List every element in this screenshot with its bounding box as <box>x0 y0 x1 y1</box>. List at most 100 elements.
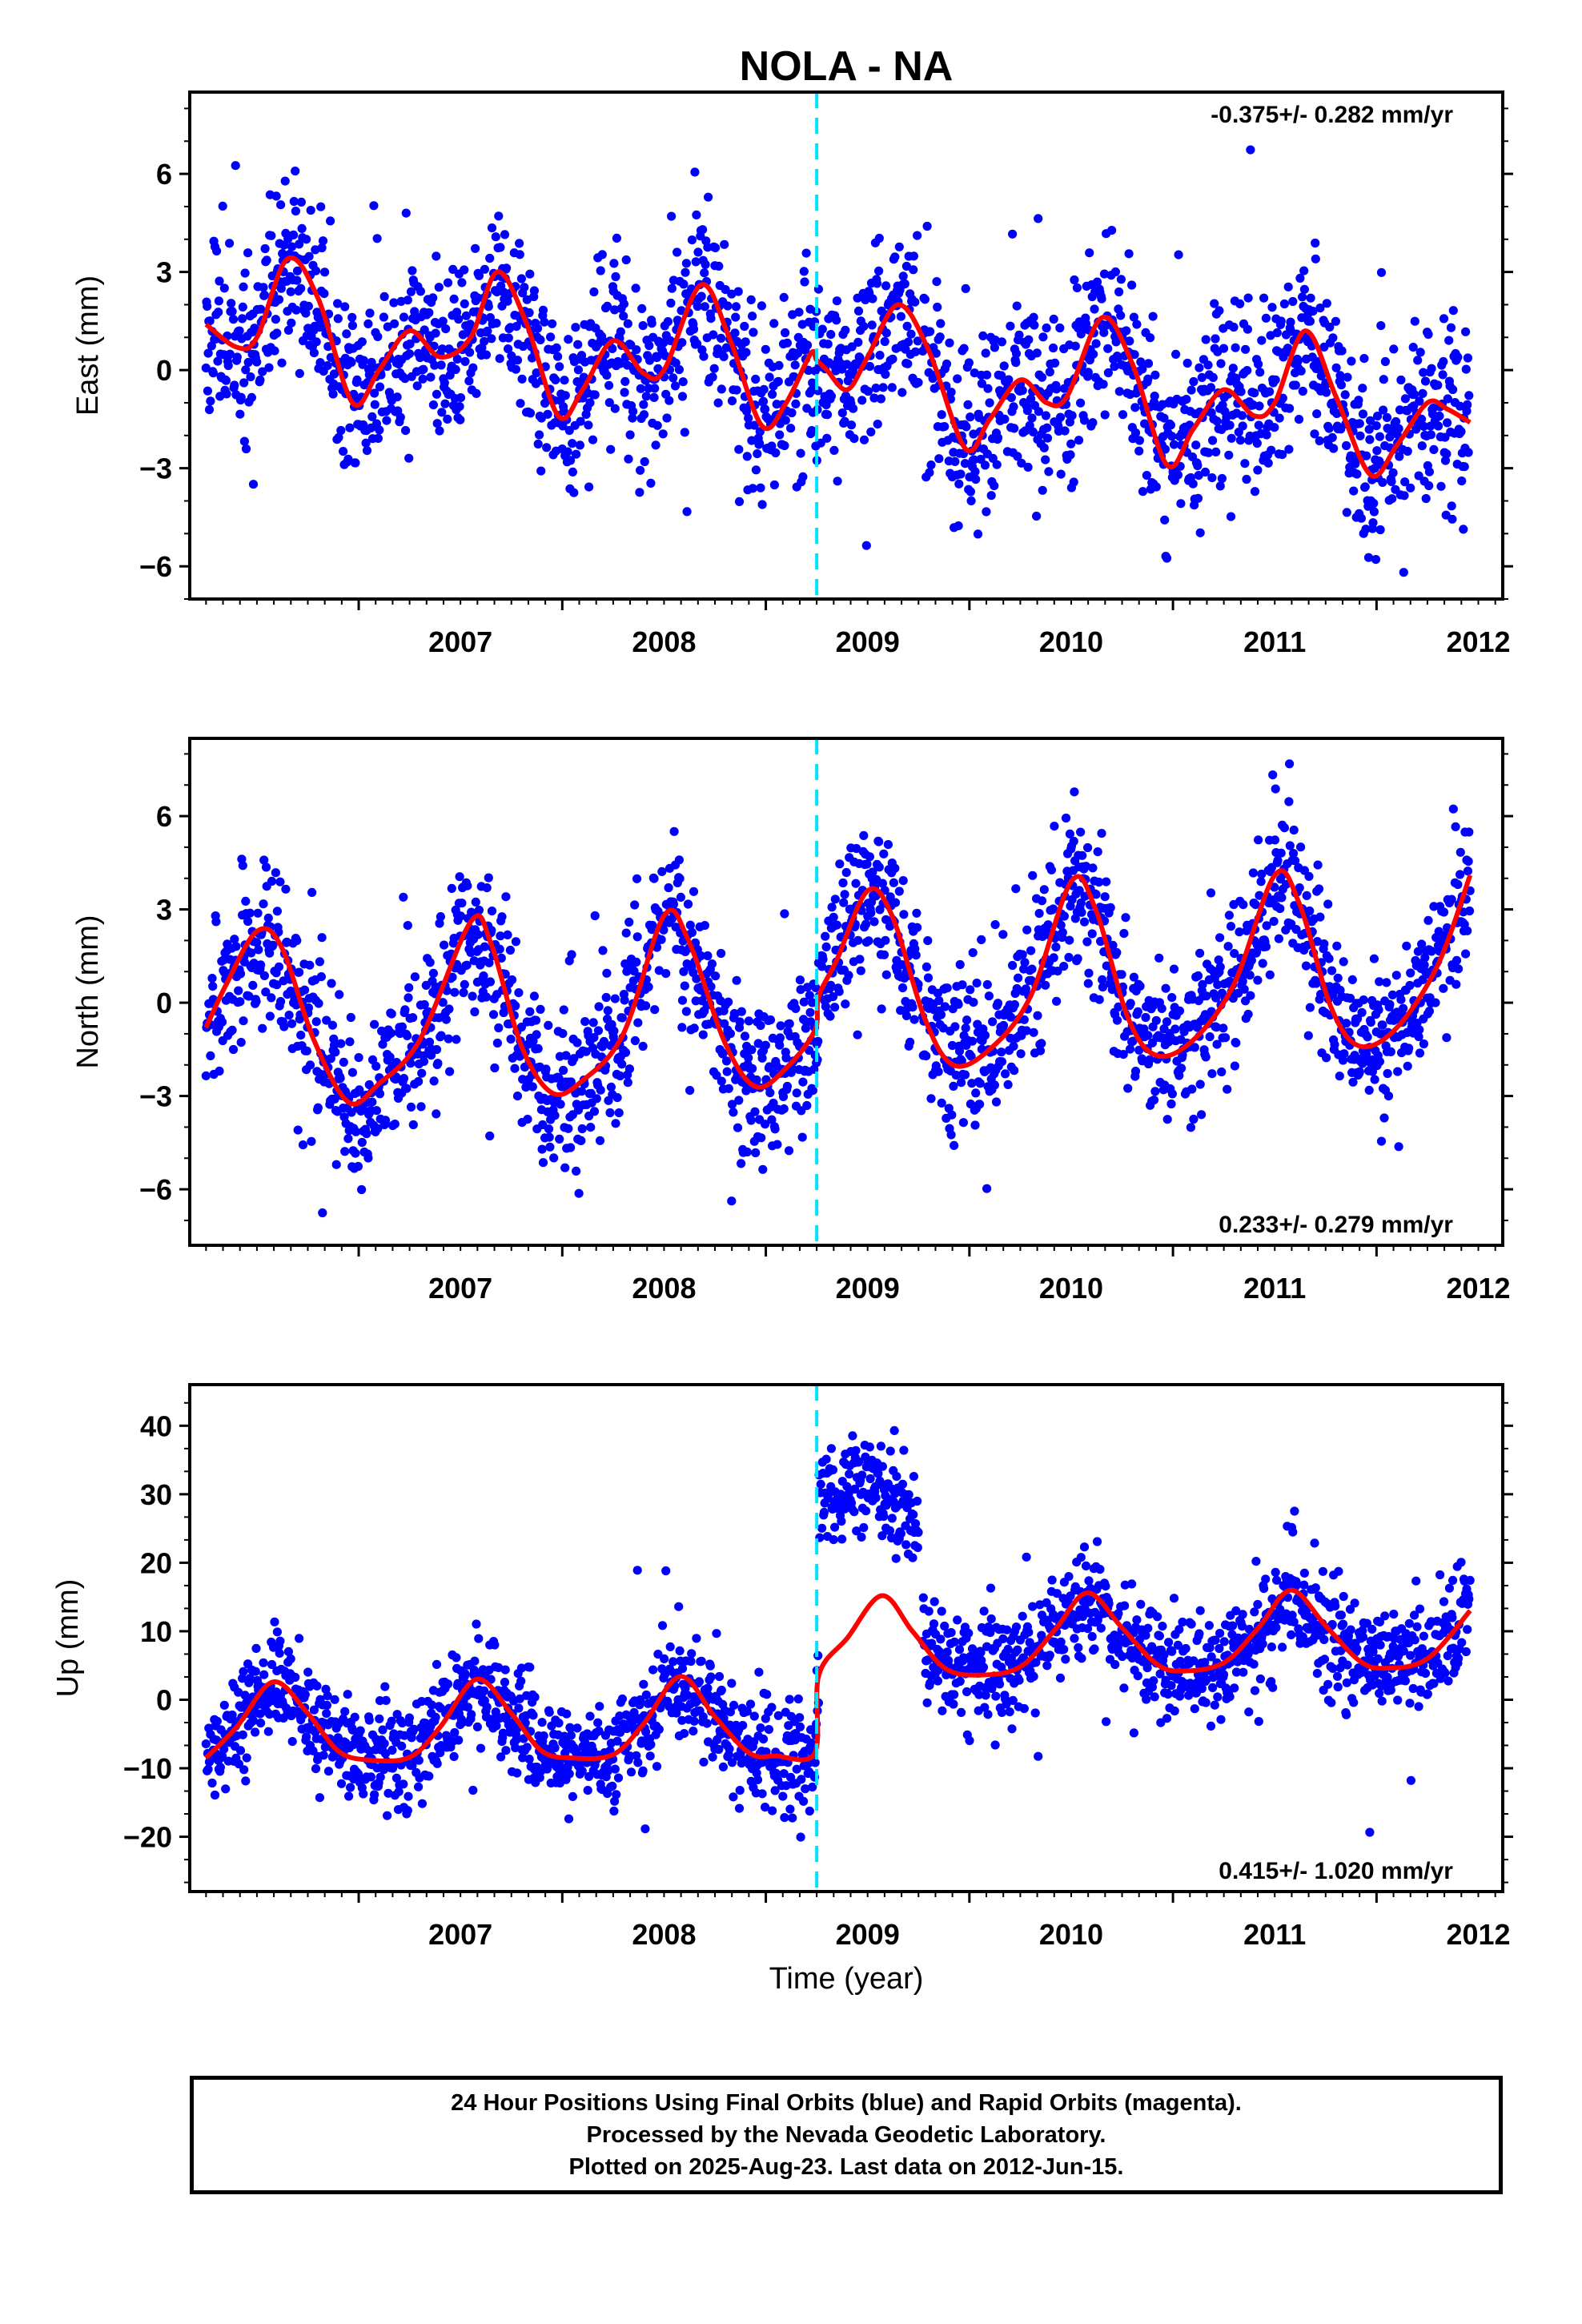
data-point <box>1211 1023 1221 1032</box>
data-point <box>1323 899 1333 909</box>
data-point <box>1056 469 1066 479</box>
data-point <box>1464 448 1473 457</box>
data-point <box>453 1679 463 1688</box>
data-point <box>1328 333 1338 343</box>
data-point <box>1229 322 1239 332</box>
data-point <box>817 324 827 334</box>
data-point <box>1235 927 1244 937</box>
data-point <box>691 257 701 267</box>
data-point <box>1202 991 1211 1001</box>
data-point <box>214 296 223 306</box>
data-point <box>247 392 256 402</box>
data-point <box>689 887 699 896</box>
data-point <box>1439 983 1448 993</box>
data-point <box>563 447 572 456</box>
fit-curve <box>204 255 1472 479</box>
data-point <box>1203 360 1213 370</box>
data-point <box>747 1045 757 1055</box>
data-point <box>553 352 563 361</box>
data-point <box>874 837 884 846</box>
data-point <box>805 1007 815 1017</box>
data-point <box>828 992 838 1002</box>
data-point <box>1215 481 1225 491</box>
data-point <box>430 360 440 370</box>
data-point <box>225 239 235 248</box>
data-point <box>1145 1055 1154 1064</box>
data-point <box>1243 293 1253 303</box>
data-point <box>637 304 647 313</box>
data-point <box>460 356 470 366</box>
data-point <box>1018 386 1027 396</box>
data-point <box>617 1013 628 1023</box>
data-point <box>599 1036 609 1047</box>
data-point <box>1414 471 1423 480</box>
data-point <box>1182 395 1191 404</box>
data-point <box>545 1142 555 1152</box>
data-point <box>993 999 1003 1008</box>
data-point <box>267 876 277 886</box>
data-point <box>529 991 540 1001</box>
data-point <box>319 1751 328 1760</box>
data-point <box>1419 421 1428 432</box>
data-point <box>1069 477 1078 487</box>
data-point <box>1271 784 1280 794</box>
data-point <box>1331 363 1341 372</box>
data-point <box>230 380 239 390</box>
data-point <box>635 488 644 497</box>
data-point <box>347 312 357 322</box>
data-point <box>416 1102 426 1112</box>
data-point <box>1110 267 1120 277</box>
data-point <box>1044 467 1054 476</box>
data-point <box>940 1002 950 1011</box>
data-point <box>1396 995 1406 1004</box>
data-point <box>481 992 492 1002</box>
data-point <box>954 521 963 531</box>
data-point <box>1447 501 1456 511</box>
data-point <box>957 1056 966 1066</box>
data-point <box>387 1009 396 1019</box>
data-point <box>840 890 849 899</box>
data-point <box>838 878 848 888</box>
x-tick-label: 2012 <box>1446 625 1510 658</box>
data-point <box>746 1116 756 1125</box>
data-point <box>1135 981 1145 991</box>
data-point <box>709 364 719 373</box>
data-point <box>247 948 256 958</box>
data-point <box>833 476 842 486</box>
data-point <box>1395 452 1404 461</box>
data-point <box>881 369 890 379</box>
data-point <box>295 368 304 378</box>
data-point <box>662 413 672 423</box>
data-point <box>611 271 620 282</box>
data-point <box>275 1636 285 1646</box>
data-point <box>292 935 302 946</box>
data-point <box>589 1107 600 1116</box>
data-point <box>1127 280 1137 290</box>
data-point <box>934 995 944 1006</box>
data-point <box>748 1063 757 1073</box>
data-point <box>735 1017 745 1027</box>
data-point <box>724 997 733 1007</box>
data-point <box>279 1022 289 1031</box>
data-point <box>555 362 564 372</box>
data-point <box>232 352 242 362</box>
data-point <box>1006 321 1015 331</box>
data-point <box>1424 480 1434 491</box>
data-point <box>1162 553 1172 563</box>
data-point <box>1151 1015 1161 1025</box>
data-point <box>416 287 426 296</box>
data-point <box>1275 904 1285 914</box>
data-point <box>1012 301 1022 311</box>
data-point <box>1130 403 1140 412</box>
data-point <box>1059 911 1069 921</box>
data-point <box>1262 430 1271 440</box>
data-point <box>980 460 990 470</box>
data-point <box>389 298 399 308</box>
data-point <box>1014 330 1024 340</box>
data-point <box>1288 296 1298 307</box>
data-point <box>900 279 909 289</box>
data-point <box>1298 292 1307 302</box>
data-point <box>700 921 710 931</box>
data-point <box>432 1109 441 1119</box>
